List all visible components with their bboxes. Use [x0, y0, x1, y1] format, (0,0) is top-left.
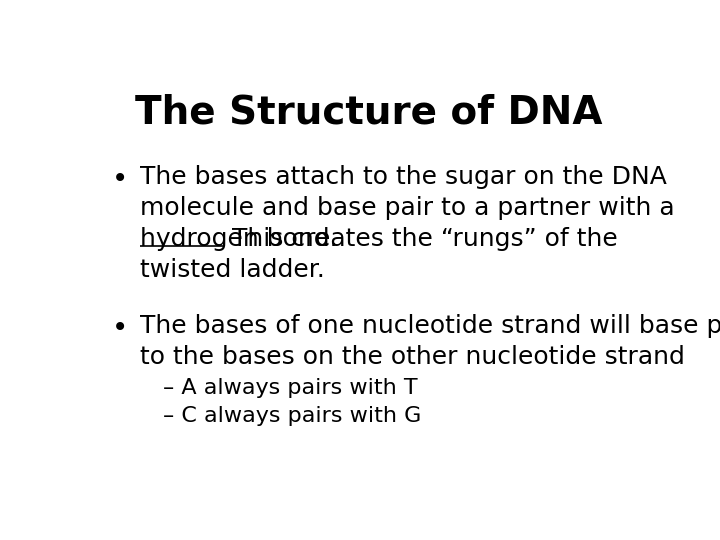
Text: The bases of one nucleotide strand will base pair: The bases of one nucleotide strand will … [140, 314, 720, 338]
Text: This creates the “rungs” of the: This creates the “rungs” of the [224, 227, 618, 251]
Text: – A always pairs with T: – A always pairs with T [163, 378, 417, 398]
Text: •: • [112, 165, 129, 193]
Text: twisted ladder.: twisted ladder. [140, 258, 325, 282]
Text: molecule and base pair to a partner with a: molecule and base pair to a partner with… [140, 196, 675, 220]
Text: The Structure of DNA: The Structure of DNA [135, 94, 603, 132]
Text: – C always pairs with G: – C always pairs with G [163, 406, 421, 426]
Text: to the bases on the other nucleotide strand: to the bases on the other nucleotide str… [140, 346, 685, 369]
Text: The bases attach to the sugar on the DNA: The bases attach to the sugar on the DNA [140, 165, 667, 188]
Text: •: • [112, 314, 129, 342]
Text: hydrogen bond.: hydrogen bond. [140, 227, 338, 251]
